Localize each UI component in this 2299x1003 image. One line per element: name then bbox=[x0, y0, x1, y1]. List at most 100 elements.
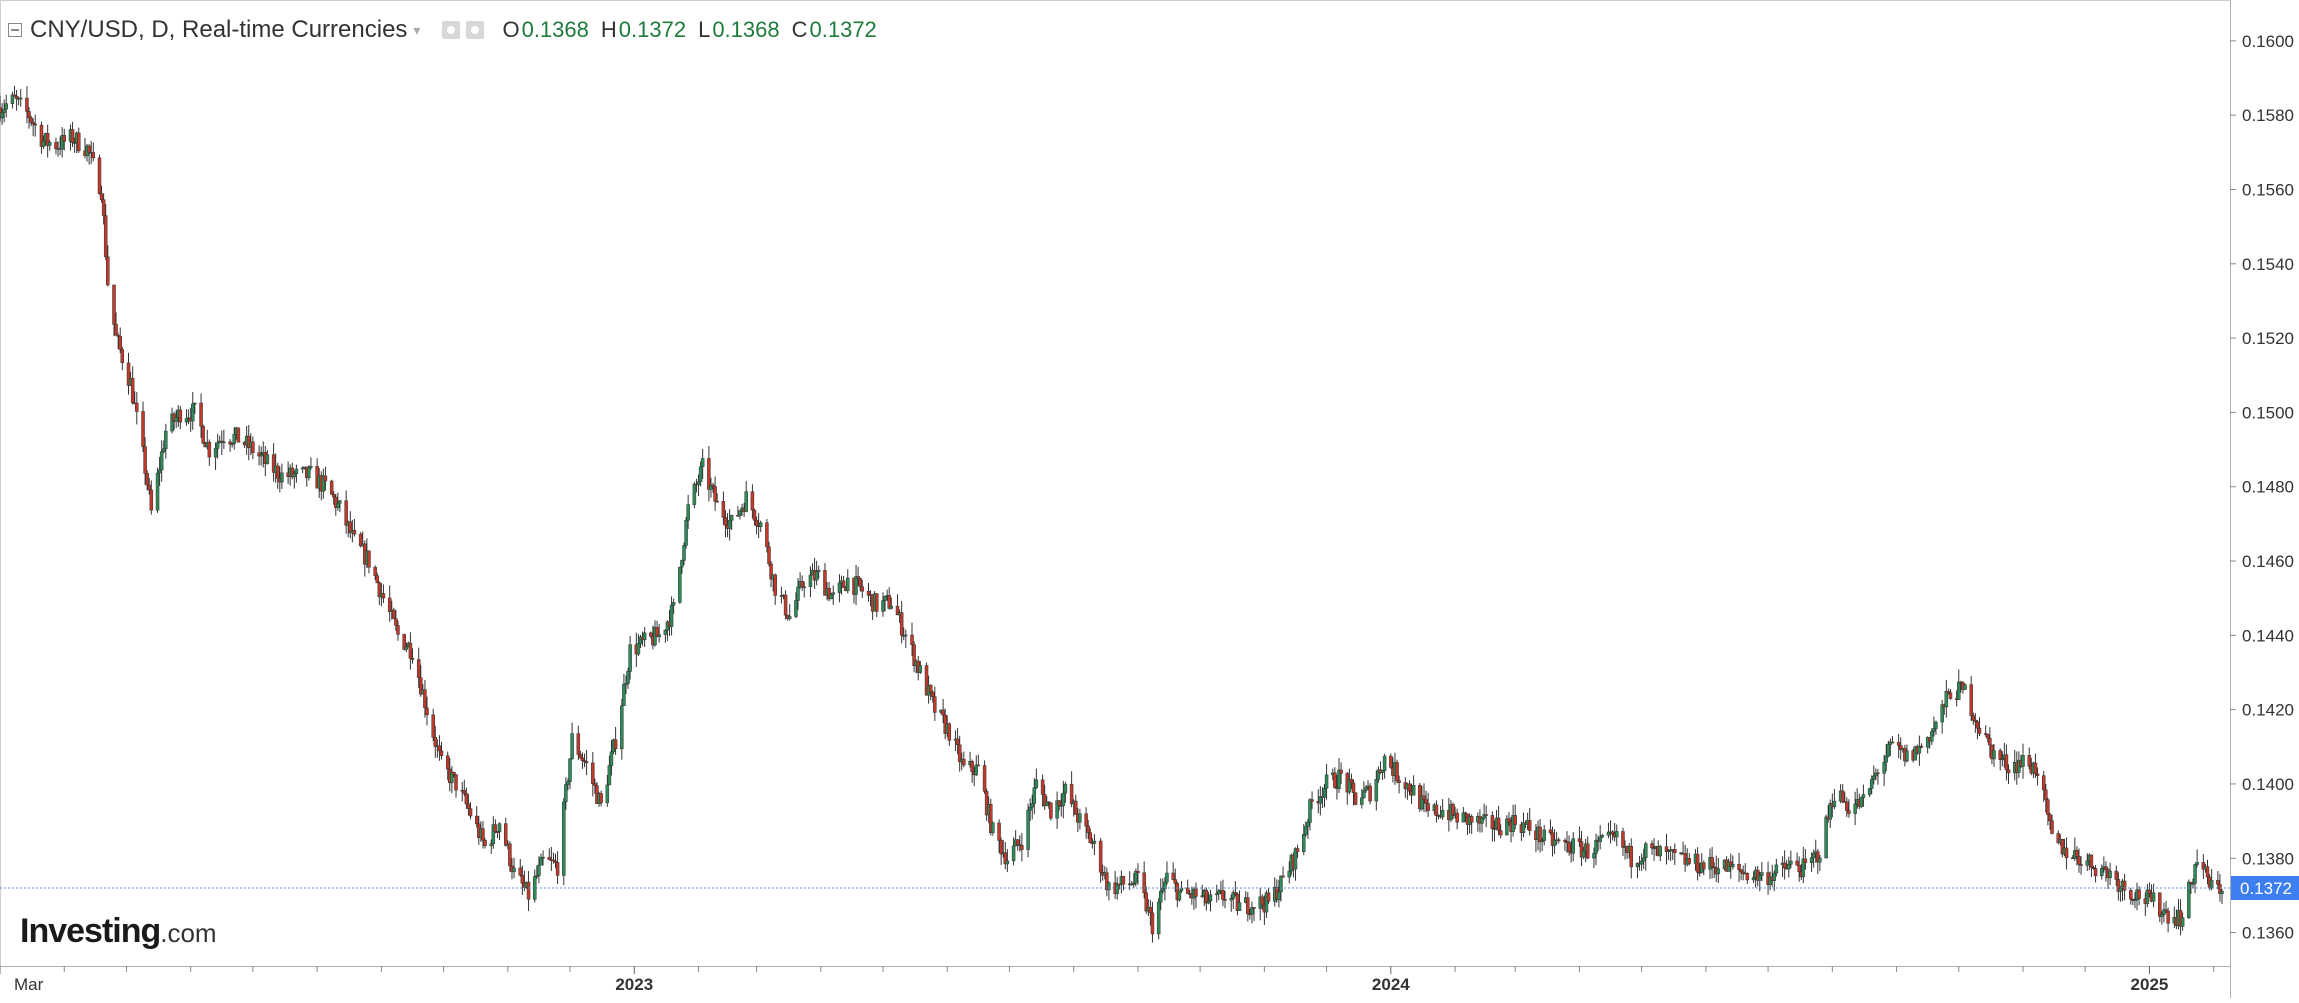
x-tick-label: 2023 bbox=[615, 975, 653, 994]
candle-body bbox=[497, 823, 502, 833]
y-tick-label: 0.1560 bbox=[2242, 180, 2294, 199]
candle-body bbox=[1774, 864, 1779, 874]
candle-body bbox=[1061, 792, 1066, 806]
candle-body bbox=[1117, 883, 1122, 886]
candle-body bbox=[392, 609, 396, 619]
candle-body bbox=[767, 546, 771, 565]
candle-body bbox=[474, 815, 479, 825]
candle-body bbox=[1832, 800, 1837, 808]
candle-body bbox=[783, 594, 788, 616]
candle-body bbox=[207, 441, 212, 458]
candle-body bbox=[1795, 860, 1799, 866]
eye-icon[interactable] bbox=[442, 21, 461, 39]
candle-body bbox=[2133, 899, 2137, 901]
candle-body bbox=[1163, 881, 1167, 889]
candle-body bbox=[60, 135, 64, 150]
candle-body bbox=[454, 774, 458, 791]
candle-body bbox=[1026, 809, 1030, 850]
candle-body bbox=[1310, 799, 1314, 802]
candle-body bbox=[2064, 847, 2069, 859]
candle-body bbox=[1919, 745, 1924, 748]
candle-body bbox=[87, 145, 91, 153]
candle-body bbox=[1861, 794, 1866, 798]
symbol-title[interactable]: CNY/USD, D, Real-time Currencies bbox=[30, 16, 408, 43]
candle-body bbox=[10, 94, 15, 104]
candle-body bbox=[576, 733, 581, 755]
candle-body bbox=[2085, 860, 2090, 866]
candle-body bbox=[802, 586, 806, 589]
candle-body bbox=[1469, 816, 1474, 823]
candle-body bbox=[416, 659, 421, 678]
candle-body bbox=[387, 597, 392, 613]
candle-body bbox=[462, 790, 467, 794]
candle-body bbox=[1304, 826, 1308, 835]
candle-body bbox=[329, 480, 334, 495]
candle-body bbox=[1136, 870, 1140, 874]
candle-body bbox=[1374, 779, 1379, 802]
candle-body bbox=[2035, 773, 2040, 776]
candle-body bbox=[483, 840, 487, 846]
candle-body bbox=[769, 563, 773, 580]
candle-body bbox=[551, 859, 556, 862]
candle-body bbox=[157, 469, 162, 474]
candle-body bbox=[155, 472, 160, 511]
candle-body bbox=[2033, 762, 2038, 775]
candle-body bbox=[2050, 820, 2054, 834]
candle-body bbox=[642, 632, 647, 641]
candle-body bbox=[686, 504, 690, 521]
candle-body bbox=[1917, 745, 1922, 754]
ohlc-open: O0.1368 bbox=[502, 17, 588, 43]
candle-body bbox=[1882, 761, 1886, 774]
candle-body bbox=[228, 441, 232, 445]
candle-body bbox=[1144, 892, 1148, 912]
candle-body bbox=[1635, 862, 1640, 868]
candle-body bbox=[713, 486, 717, 502]
candle-body bbox=[2158, 892, 2162, 917]
collapse-icon[interactable] bbox=[8, 23, 22, 37]
chevron-down-icon[interactable]: ▾ bbox=[413, 21, 421, 38]
candle-body bbox=[265, 454, 270, 464]
candle-body bbox=[1221, 889, 1225, 900]
high-value: 0.1372 bbox=[618, 17, 687, 42]
candle-body bbox=[1874, 772, 1878, 777]
candle-body bbox=[1005, 860, 1010, 865]
candle-body bbox=[402, 634, 406, 650]
y-tick-label: 0.1360 bbox=[2242, 924, 2294, 943]
candle-body bbox=[1171, 872, 1175, 880]
candle-body bbox=[1277, 891, 1281, 900]
candle-body bbox=[831, 592, 835, 595]
candle-body bbox=[373, 566, 377, 576]
candle-body bbox=[2180, 917, 2185, 927]
candle-body bbox=[174, 417, 178, 422]
candle-body bbox=[1250, 907, 1254, 915]
candle-body bbox=[1281, 875, 1285, 878]
candle-body bbox=[147, 484, 151, 491]
candle-body bbox=[881, 600, 885, 612]
candle-body bbox=[1930, 731, 1934, 742]
candle-body bbox=[2021, 755, 2025, 767]
candle-body bbox=[624, 683, 628, 685]
candle-body bbox=[1380, 770, 1385, 773]
candle-body bbox=[1049, 802, 1053, 819]
candle-body bbox=[887, 595, 891, 609]
candle-body bbox=[236, 427, 241, 443]
candle-body bbox=[336, 502, 340, 508]
candle-body bbox=[518, 867, 523, 876]
candle-body bbox=[2100, 867, 2104, 877]
candle-body bbox=[1615, 831, 1619, 838]
candle-body bbox=[947, 723, 952, 741]
gear-icon[interactable] bbox=[466, 21, 485, 39]
low-label: L bbox=[698, 17, 711, 42]
candle-body bbox=[1078, 813, 1082, 823]
candle-body bbox=[25, 97, 29, 112]
candle-body bbox=[1585, 843, 1590, 859]
candle-body bbox=[367, 550, 371, 568]
candle-body bbox=[1710, 857, 1714, 868]
candle-body bbox=[1482, 814, 1486, 819]
candle-body bbox=[504, 823, 508, 846]
candle-body bbox=[1105, 872, 1109, 891]
candle-body bbox=[91, 152, 96, 159]
candle-body bbox=[1913, 746, 1917, 761]
candle-body bbox=[408, 642, 413, 659]
